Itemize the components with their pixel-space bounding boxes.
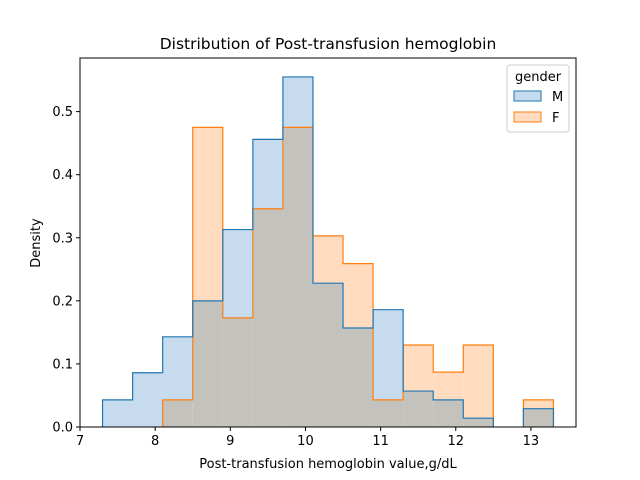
overlap-bar: [463, 418, 494, 427]
legend: gender M F: [506, 64, 570, 133]
chart-title: Distribution of Post-transfusion hemoglo…: [160, 35, 497, 53]
overlap-bar: [282, 127, 313, 427]
y-tick-label: 0.2: [52, 294, 73, 309]
overlap-bar: [373, 399, 404, 427]
x-tick-label: 12: [447, 434, 464, 449]
legend-swatch-f: [513, 111, 542, 123]
bar-f: [192, 127, 223, 301]
bar-f: [433, 372, 464, 400]
bar-f: [343, 263, 374, 328]
overlap-bar: [162, 399, 193, 427]
y-tick-label: 0.4: [52, 168, 73, 183]
y-axis: 0.0 0.1 0.2 0.3 0.4 0.5: [52, 105, 80, 436]
x-tick-label: 8: [151, 434, 159, 449]
overlap-bar: [433, 399, 464, 427]
outline-m: [101, 76, 555, 427]
x-axis-label: Post-transfusion hemoglobin value,g/dL: [199, 457, 457, 472]
overlap-bar: [222, 317, 253, 427]
bar-m: [252, 139, 283, 209]
overlap-bar: [403, 391, 434, 427]
y-tick-label: 0.1: [52, 357, 73, 372]
y-axis-label: Density: [29, 218, 44, 268]
legend-label-m: M: [552, 90, 563, 105]
y-tick-label: 0.0: [52, 421, 73, 436]
plot-frame: [79, 57, 577, 428]
bar-m: [102, 399, 133, 427]
bar-f: [463, 345, 494, 419]
legend-swatch-m: [513, 90, 542, 102]
x-axis: 7 8 9 10 11 12 13: [76, 427, 539, 449]
x-tick-label: 9: [226, 434, 234, 449]
bar-m: [132, 372, 163, 427]
bar-m: [282, 76, 313, 128]
bar-f: [403, 345, 434, 392]
overlap-bar: [252, 208, 283, 427]
legend-title: gender: [515, 70, 562, 85]
x-tick-label: 10: [297, 434, 314, 449]
bar-f: [523, 399, 554, 409]
y-tick-label: 0.5: [52, 105, 73, 120]
y-tick-label: 0.3: [52, 231, 73, 246]
x-tick-label: 13: [523, 434, 540, 449]
bar-m: [373, 309, 404, 400]
bars-layer: [101, 76, 555, 427]
legend-label-f: F: [552, 111, 559, 126]
bar-m: [162, 336, 193, 400]
overlap-bar: [312, 283, 344, 427]
bar-f: [312, 235, 344, 284]
x-tick-label: 7: [76, 434, 84, 449]
bar-m: [222, 229, 253, 318]
overlap-bar: [192, 300, 223, 427]
x-tick-label: 11: [372, 434, 389, 449]
overlap-bar: [343, 327, 374, 427]
overlap-bar: [523, 408, 554, 427]
